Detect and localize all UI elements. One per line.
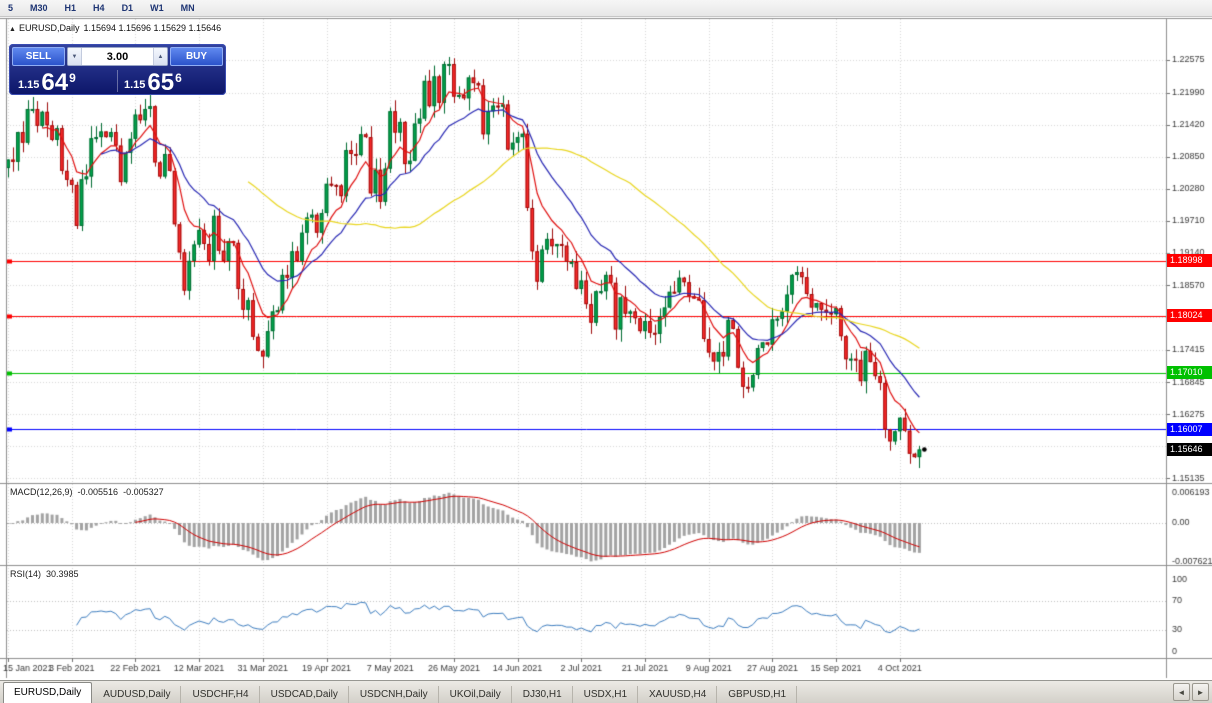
tabs-scroll-left-button[interactable]: ◄ [1173,683,1190,701]
buy-button[interactable]: BUY [170,47,223,66]
macd-value-signal: -0.005327 [123,487,164,497]
chart-tab-eurusd-daily[interactable]: EURUSD,Daily [3,682,93,703]
rsi-header: RSI(14) 30.3985 [10,569,84,579]
timeframe-button-5[interactable]: 5 [8,2,14,13]
ask-price-pips: 65 [147,69,175,96]
one-click-trading-panel: SELL ▼ ▲ BUY 1.15 64 9 1.15 65 6 [9,44,226,95]
macd-header: MACD(12,26,9) -0.005516 -0.005327 [10,487,169,497]
timeframe-button-h1[interactable]: H1 [64,2,77,13]
lot-decrease-button[interactable]: ▼ [68,48,82,65]
rsi-value: 30.3985 [46,569,79,579]
price-level-tag: 1.16007 [1167,423,1212,436]
price-level-tag: 1.15646 [1167,443,1212,456]
tab-scroll-controls: ◄ ► [1173,683,1209,701]
bid-ask-divider [117,70,118,92]
chart-tab-ukoil-daily[interactable]: UKOil,Daily [440,686,512,703]
bid-price-point: 9 [69,71,76,85]
ask-price-point: 6 [175,71,182,85]
one-click-collapse-icon[interactable]: ▲ [9,26,16,33]
chart-tab-usdchf-h4[interactable]: USDCHF,H4 [182,686,260,703]
price-level-tag: 1.17010 [1167,366,1212,379]
chart-ohlc-values: 1.15694 1.15696 1.15629 1.15646 [83,23,222,33]
price-level-tag: 1.18024 [1167,309,1212,322]
lot-increase-button[interactable]: ▲ [153,48,167,65]
chart-tab-audusd-daily[interactable]: AUDUSD,Daily [93,686,182,703]
price-chart-canvas[interactable] [0,17,1212,680]
chart-ohlc-title: ▲ EURUSD,Daily 1.15694 1.15696 1.15629 1.1… [9,23,225,33]
chart-tab-usdcnh-daily[interactable]: USDCNH,Daily [350,686,439,703]
chart-tab-usdcad-daily[interactable]: USDCAD,Daily [261,686,349,703]
timeframe-button-m30[interactable]: M30 [30,2,48,13]
tabs-scroll-right-button[interactable]: ► [1192,683,1209,701]
timeframe-button-w1[interactable]: W1 [150,2,164,13]
chart-tab-gbpusd-h1[interactable]: GBPUSD,H1 [718,686,798,703]
lot-size-input[interactable] [82,48,153,65]
timeframe-button-d1[interactable]: D1 [121,2,134,13]
bid-price[interactable]: 1.15 64 9 [12,69,117,96]
chart-tab-xauusd-h4[interactable]: XAUUSD,H4 [639,686,718,703]
lot-size-control: ▼ ▲ [67,47,168,66]
macd-label: MACD(12,26,9) [10,487,73,497]
ask-price-whole: 1.15 [124,79,146,91]
price-level-tag: 1.18998 [1167,254,1212,267]
timeframe-button-mn[interactable]: MN [180,2,195,13]
bid-price-whole: 1.15 [18,79,40,91]
rsi-label: RSI(14) [10,569,42,579]
macd-value-main: -0.005516 [77,487,119,497]
timeframe-button-h4[interactable]: H4 [93,2,105,13]
ask-price[interactable]: 1.15 65 6 [118,69,223,96]
chart-tab-bar: EURUSD,Daily AUDUSD,Daily USDCHF,H4 USDCAD,… [0,680,1212,703]
sell-button[interactable]: SELL [12,47,65,66]
chart-tab-usdx-h1[interactable]: USDX,H1 [574,686,639,703]
bid-price-pips: 64 [41,69,69,96]
chart-symbol-period: EURUSD,Daily [18,23,80,33]
chart-tab-dj30-h1[interactable]: DJ30,H1 [513,686,573,703]
timeframe-toolbar: 5 M30 H1 H4 D1 W1 MN [0,0,1212,17]
